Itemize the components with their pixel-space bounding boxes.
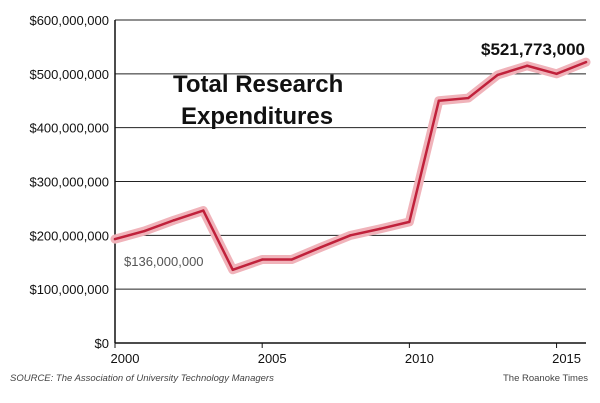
x-tick-label: 2010 <box>405 351 434 366</box>
data-point <box>496 73 499 77</box>
data-point <box>584 60 588 64</box>
data-point <box>349 234 352 237</box>
y-axis-ticks: $0 $100,000,000 $200,000,000 $300,000,000 $4… <box>29 13 109 351</box>
y-tick-label: $0 <box>95 336 109 351</box>
data-point <box>113 237 117 241</box>
data-point <box>202 209 205 212</box>
source-note: SOURCE: The Association of University Te… <box>10 373 274 384</box>
x-tick-label: 2000 <box>111 351 140 366</box>
data-point <box>467 96 470 100</box>
data-point <box>172 219 176 222</box>
data-point <box>231 268 234 271</box>
x-axis-ticks: 2000 2005 2010 2015 <box>111 343 581 366</box>
chart-title-line2: Expenditures <box>181 103 333 130</box>
start-value-label: $136,000,000 <box>124 254 204 269</box>
data-point <box>525 64 529 67</box>
y-tick-label: $100,000,000 <box>29 282 109 297</box>
data-point <box>260 258 264 261</box>
data-point <box>408 220 411 224</box>
x-tick-label: 2005 <box>258 351 287 366</box>
series-points <box>113 60 588 271</box>
gridlines <box>115 19 586 290</box>
y-tick-label: $200,000,000 <box>29 228 109 243</box>
y-tick-label: $600,000,000 <box>29 13 109 28</box>
chart-title-line1: Total Research <box>173 71 343 98</box>
data-point <box>378 227 382 231</box>
x-tick-label: 2015 <box>552 351 581 366</box>
end-value-label: $521,773,000 <box>481 40 585 59</box>
data-point <box>319 245 323 249</box>
data-point <box>555 72 558 76</box>
credit-label: The Roanoke Times <box>502 373 588 384</box>
data-point <box>437 99 441 102</box>
y-tick-label: $300,000,000 <box>29 175 109 190</box>
data-point <box>290 258 293 261</box>
y-tick-label: $400,000,000 <box>29 121 109 136</box>
y-tick-label: $500,000,000 <box>29 67 109 82</box>
data-point <box>143 229 146 233</box>
